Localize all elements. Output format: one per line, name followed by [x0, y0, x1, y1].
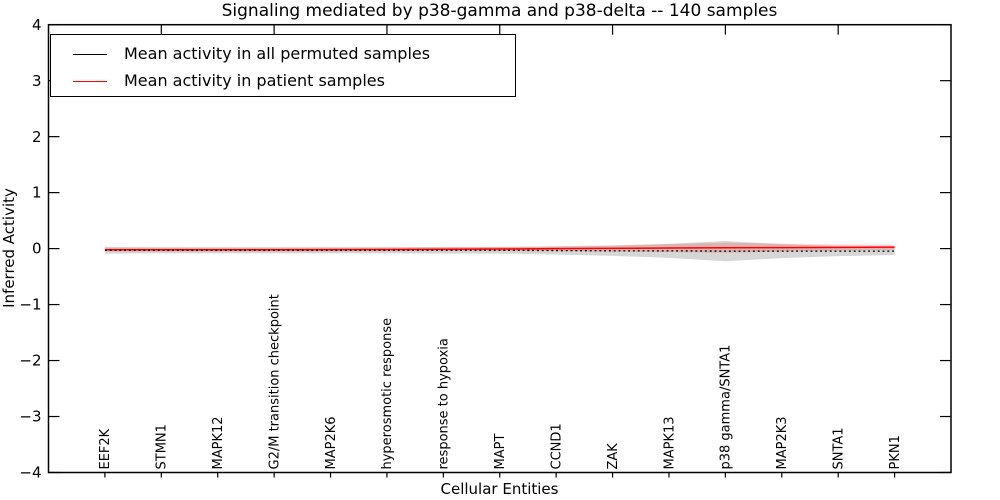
y-tick-label: 2	[32, 128, 42, 146]
confidence-band-permuted	[104, 241, 895, 262]
x-tick-label: p38 gamma/SNTA1	[719, 345, 734, 470]
x-tick-label: SNTA1	[831, 427, 846, 469]
series-line-permuted	[104, 249, 895, 252]
x-tick-label: G2/M transition checkpoint	[267, 294, 282, 469]
y-tick-label: 0	[32, 240, 42, 258]
y-tick-label: 3	[32, 72, 42, 90]
x-tick-label: MAP2K3	[775, 416, 790, 469]
x-tick-label: MAP2K6	[324, 416, 339, 469]
legend-item-patient: Mean activity in patient samples	[73, 68, 515, 94]
x-tick-label: MAPK12	[211, 416, 226, 469]
x-tick-label: EEF2K	[98, 428, 113, 469]
x-tick-label: response to hypoxia	[437, 338, 452, 469]
x-tick-label: ZAK	[606, 443, 621, 470]
y-axis-label: Inferred Activity	[0, 188, 18, 308]
y-tick-label: −4	[19, 464, 41, 482]
y-tick-label: −3	[19, 408, 41, 426]
legend-item-permuted: Mean activity in all permuted samples	[73, 41, 515, 67]
legend-line-patient-icon	[73, 80, 107, 82]
legend-label-patient: Mean activity in patient samples	[124, 71, 385, 91]
x-tick-label: CCND1	[549, 423, 564, 469]
chart-title: Signaling mediated by p38-gamma and p38-…	[221, 1, 778, 21]
y-tick-label: 4	[32, 16, 42, 34]
legend-label-permuted: Mean activity in all permuted samples	[124, 44, 431, 64]
series-line-patient	[104, 246, 895, 251]
legend-line-permuted-icon	[73, 53, 107, 55]
x-tick-label: STMN1	[155, 424, 170, 469]
y-tick-label: −2	[19, 352, 41, 370]
y-tick-label: 1	[32, 184, 42, 202]
x-tick-label: hyperosmotic response	[380, 318, 395, 470]
x-tick-label: MAPK13	[662, 416, 677, 469]
x-axis-label: Cellular Entities	[440, 480, 559, 498]
x-tick-label: PKN1	[888, 435, 903, 469]
x-tick-label: MAPT	[493, 434, 508, 470]
legend: Mean activity in all permuted samples Me…	[50, 34, 516, 97]
y-tick-label: −1	[19, 296, 41, 314]
